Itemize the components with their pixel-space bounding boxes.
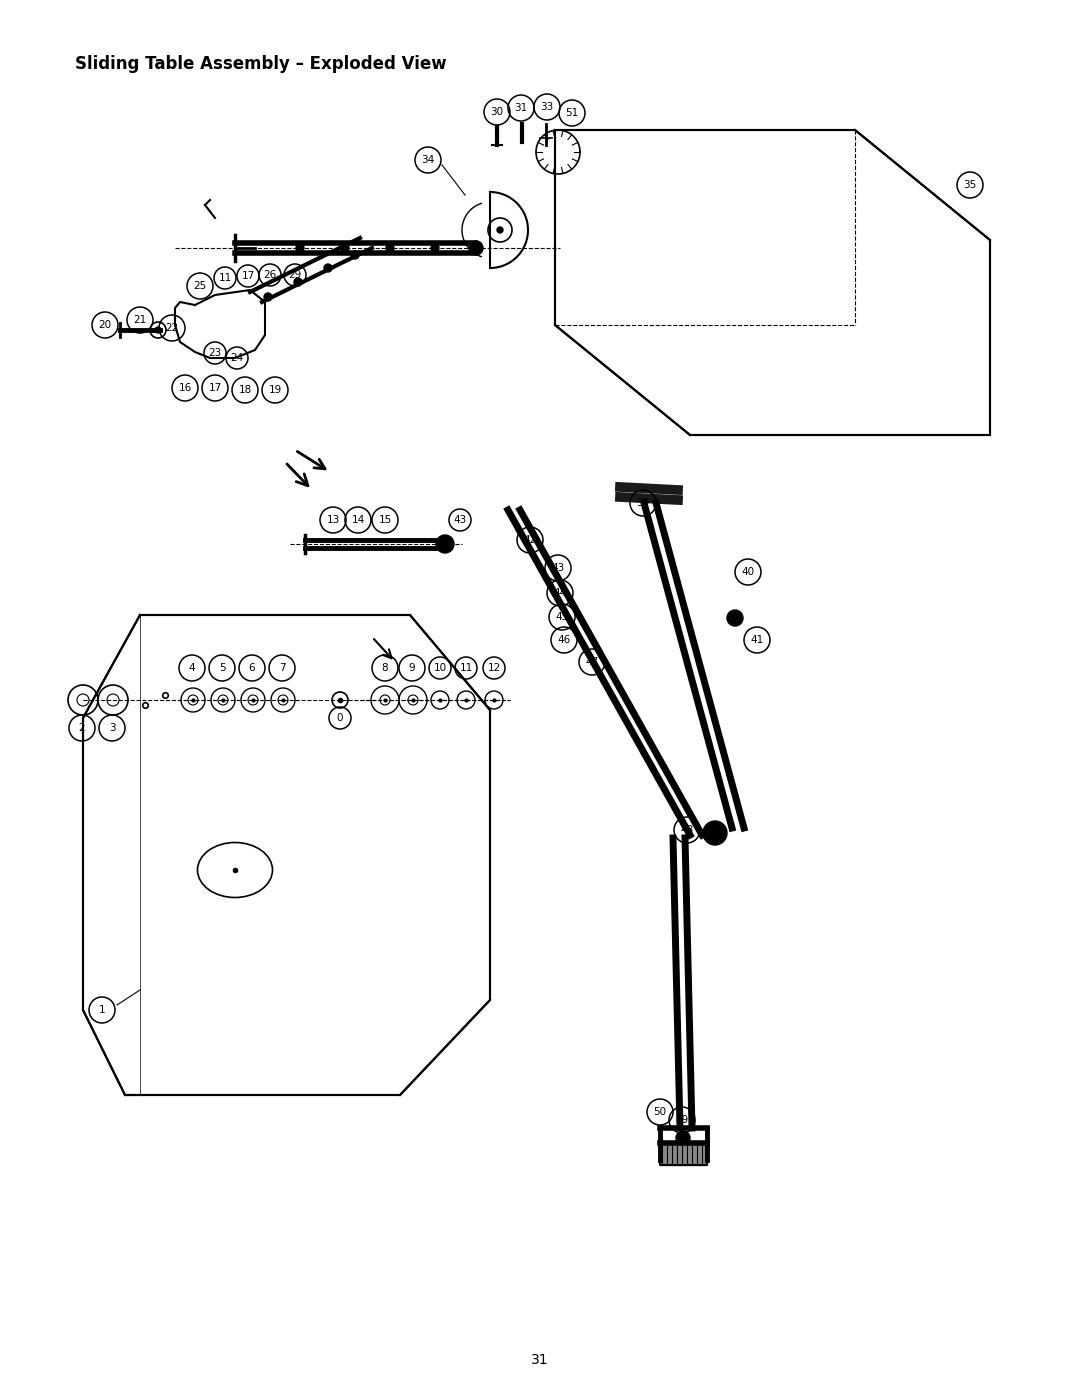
Circle shape [294,278,302,286]
Text: 25: 25 [193,281,206,291]
Circle shape [264,293,272,300]
Text: 26: 26 [264,270,276,279]
Text: 39: 39 [636,497,650,509]
Circle shape [436,535,454,553]
Text: 17: 17 [241,271,255,281]
Text: Sliding Table Assembly – Exploded View: Sliding Table Assembly – Exploded View [75,54,447,73]
Circle shape [324,264,332,272]
Text: 18: 18 [239,386,252,395]
Text: 17: 17 [208,383,221,393]
Circle shape [386,244,394,251]
Text: 1: 1 [98,1004,106,1016]
Circle shape [351,251,359,258]
Circle shape [469,242,483,256]
Text: 15: 15 [378,515,392,525]
Circle shape [156,327,161,332]
Text: 20: 20 [98,320,111,330]
Circle shape [497,226,503,233]
Circle shape [341,244,349,251]
Text: 22: 22 [165,323,178,332]
Text: 34: 34 [421,155,434,165]
Text: 0: 0 [337,712,343,724]
Text: 49: 49 [675,1115,689,1125]
Text: 7: 7 [279,664,285,673]
Text: 31: 31 [514,103,528,113]
Text: 14: 14 [351,515,365,525]
Text: 35: 35 [963,180,976,190]
Polygon shape [660,1143,707,1165]
Circle shape [676,1132,690,1146]
Text: 29: 29 [288,270,301,279]
Text: 44: 44 [553,588,567,598]
Text: 2: 2 [79,724,85,733]
Text: 43: 43 [454,515,467,525]
Text: 31: 31 [531,1354,549,1368]
Circle shape [296,244,303,251]
Text: 23: 23 [208,348,221,358]
Text: 46: 46 [557,636,570,645]
Circle shape [727,610,743,626]
Text: 33: 33 [540,102,554,112]
Text: 21: 21 [133,314,147,326]
Text: 9: 9 [408,664,416,673]
Text: 11: 11 [459,664,473,673]
Text: 6: 6 [248,664,255,673]
Text: 8: 8 [381,664,389,673]
Text: 47: 47 [585,657,598,666]
Text: 16: 16 [178,383,191,393]
Text: 42: 42 [524,535,537,545]
Text: 41: 41 [751,636,764,645]
Text: 30: 30 [490,108,503,117]
Text: 10: 10 [433,664,446,673]
Text: 4: 4 [189,664,195,673]
Text: 48: 48 [680,826,693,835]
Text: 50: 50 [653,1106,666,1118]
Text: 43: 43 [552,563,565,573]
Circle shape [431,244,438,251]
Circle shape [703,821,727,845]
Text: 24: 24 [230,353,244,363]
Text: 13: 13 [326,515,339,525]
Text: 11: 11 [218,272,231,284]
Text: 3: 3 [109,724,116,733]
Text: 51: 51 [565,108,579,117]
Text: 45: 45 [555,612,569,622]
Text: 40: 40 [742,567,755,577]
Text: 19: 19 [268,386,282,395]
Text: 5: 5 [218,664,226,673]
Text: 12: 12 [487,664,501,673]
